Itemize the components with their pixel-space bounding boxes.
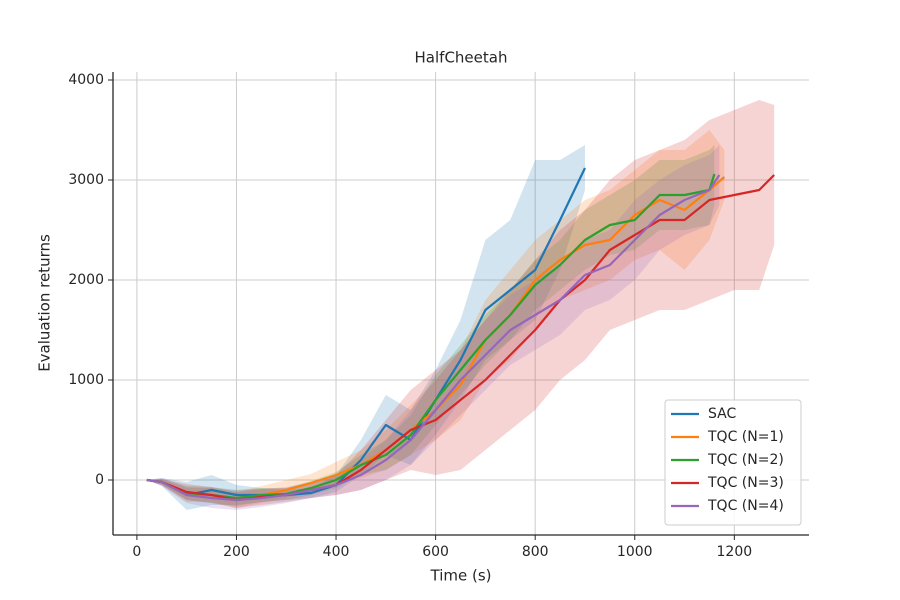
legend-label: SAC [708,406,736,422]
x-tick-label: 400 [323,544,350,560]
x-tick-label: 1000 [617,544,653,560]
legend-label: TQC (N=3) [707,475,784,491]
chart-title: HalfCheetah [415,49,508,67]
y-axis-label: Evaluation returns [36,234,54,372]
series-line [146,167,586,497]
x-tick-label: 1200 [717,544,753,560]
legend-box [664,399,802,526]
y-tick-label: 2000 [68,272,104,288]
y-tick-label: 4000 [68,72,104,88]
y-tick-label: 0 [95,472,104,488]
legend-label: TQC (N=2) [707,452,784,468]
legend: SAC TQC (N=1) TQC (N=2) TQC (N=3) TQC (N=4) [664,399,802,526]
error-band [146,100,775,508]
series-line [146,173,716,500]
series-line [146,174,721,502]
error-band [146,145,715,506]
legend-label: TQC (N=4) [707,498,784,514]
x-tick-label: 600 [422,544,449,560]
x-axis-label: Time (s) [430,567,492,585]
x-tick-label: 800 [522,544,549,560]
error-band [146,145,720,510]
y-tick-label: 1000 [68,372,104,388]
legend-label: TQC (N=1) [707,429,784,445]
x-tick-label: 0 [132,544,141,560]
error-band [146,130,725,508]
y-tick-label: 3000 [68,172,104,188]
x-tick-label: 200 [223,544,250,560]
